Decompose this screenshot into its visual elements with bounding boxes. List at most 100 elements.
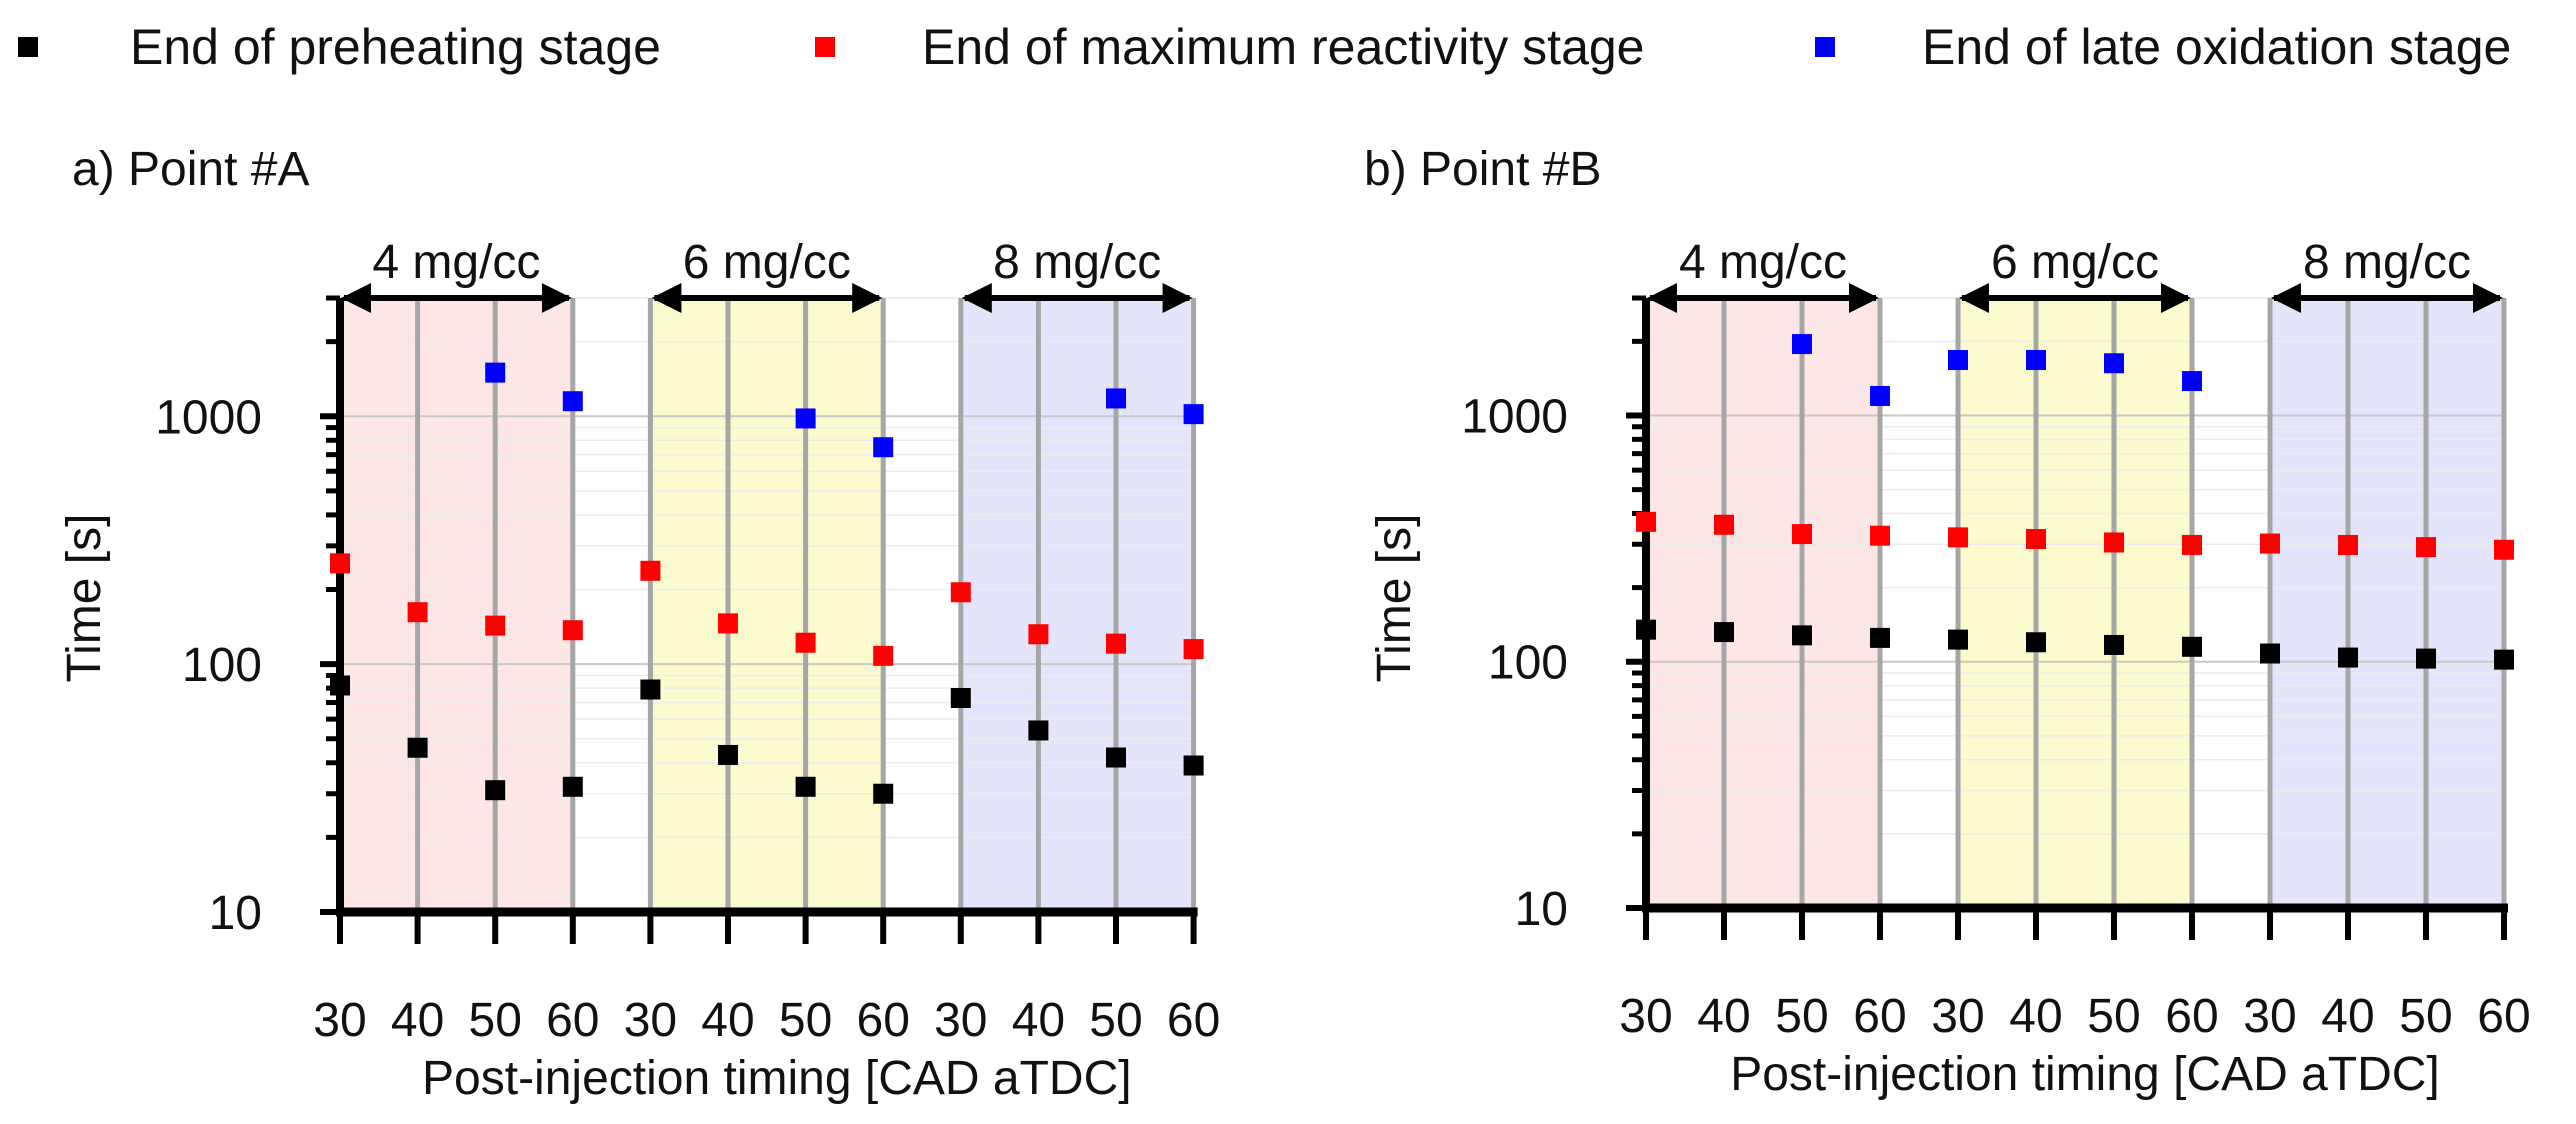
- x-tick-label: 50: [1775, 990, 1828, 1043]
- point-max-reactivity: [2416, 537, 2436, 558]
- point-preheating: [1106, 747, 1126, 768]
- data-points: [330, 362, 1204, 804]
- point-max-reactivity: [950, 582, 971, 603]
- point-late-oxidation: [1106, 388, 1126, 409]
- group-backgrounds: [1646, 298, 2504, 908]
- panel-a: a) Point #A 4 mg/cc 6 mg/cc 8 mg/cc 10 100 1…: [58, 143, 1220, 1105]
- x-tick-label: 40: [1012, 994, 1065, 1047]
- panel-b: b) Point #B 4 mg/cc 6 mg/cc 8 mg/cc 10 100 1…: [1364, 143, 2531, 1101]
- legend-marker-late-oxidation: [1815, 37, 1835, 57]
- point-max-reactivity: [562, 620, 583, 641]
- x-tick-label: 60: [857, 994, 910, 1047]
- gridlines: [1646, 297, 2504, 909]
- gridlines: [340, 297, 1194, 913]
- point-preheating: [485, 780, 506, 801]
- point-preheating: [1714, 622, 1734, 643]
- point-max-reactivity: [1948, 527, 1968, 548]
- x-axis-title: Post-injection timing [CAD aTDC]: [1730, 1048, 2440, 1101]
- x-tick-label: 30: [1619, 990, 1672, 1043]
- point-max-reactivity: [1183, 639, 1204, 660]
- x-tick-label: 30: [624, 994, 677, 1047]
- group-label: 4 mg/cc: [1679, 236, 1847, 289]
- point-preheating: [950, 688, 971, 709]
- legend-label-late-oxidation: End of late oxidation stage: [1922, 19, 2511, 75]
- point-max-reactivity: [1106, 633, 1126, 654]
- group-label: 4 mg/cc: [372, 236, 540, 289]
- point-preheating: [1183, 755, 1204, 776]
- x-tick-label: 30: [313, 994, 366, 1047]
- category-lines: [1643, 298, 2507, 908]
- group-background: [2270, 298, 2504, 908]
- group-label: 6 mg/cc: [1991, 236, 2159, 289]
- y-axis-title: Time [s]: [1368, 514, 1421, 683]
- panel-title: b) Point #B: [1364, 143, 1601, 196]
- group-arrows: 4 mg/cc 6 mg/cc 8 mg/cc: [341, 236, 1193, 313]
- point-late-oxidation: [2026, 350, 2046, 371]
- point-max-reactivity: [1714, 514, 1734, 535]
- point-max-reactivity: [1792, 524, 1812, 545]
- x-tick-label: 40: [1697, 990, 1750, 1043]
- point-max-reactivity: [2104, 532, 2124, 553]
- point-preheating: [640, 679, 661, 700]
- group-background: [960, 298, 1194, 912]
- point-late-oxidation: [1183, 404, 1204, 425]
- x-tick-label: 30: [2243, 990, 2296, 1043]
- x-tick-label: 50: [2087, 990, 2140, 1043]
- x-tick-label: 60: [2477, 990, 2530, 1043]
- point-max-reactivity: [795, 632, 816, 653]
- group-label: 6 mg/cc: [683, 236, 851, 289]
- point-late-oxidation: [485, 362, 506, 383]
- point-max-reactivity: [1636, 511, 1656, 532]
- group-label: 8 mg/cc: [993, 236, 1161, 289]
- point-late-oxidation: [2104, 353, 2124, 374]
- point-preheating: [2026, 632, 2046, 653]
- point-preheating: [795, 776, 816, 797]
- point-preheating: [562, 776, 583, 797]
- x-tick-label: 40: [2009, 990, 2062, 1043]
- x-tick-label: 60: [1167, 994, 1220, 1047]
- point-preheating: [873, 783, 894, 804]
- group-background: [340, 298, 573, 912]
- legend-label-preheating: End of preheating stage: [130, 19, 661, 75]
- legend-marker-max-reactivity: [815, 37, 835, 57]
- legend-marker-preheating: [18, 37, 38, 57]
- point-late-oxidation: [795, 408, 816, 429]
- group-background: [650, 298, 884, 912]
- point-max-reactivity: [485, 615, 506, 636]
- point-max-reactivity: [407, 602, 428, 623]
- point-late-oxidation: [2182, 371, 2202, 392]
- point-max-reactivity: [1028, 624, 1049, 645]
- y-tick-label: 10: [209, 887, 262, 940]
- point-late-oxidation: [562, 391, 583, 412]
- point-late-oxidation: [1870, 385, 1890, 406]
- point-late-oxidation: [1948, 350, 1968, 371]
- x-tick-label: 40: [391, 994, 444, 1047]
- point-late-oxidation: [873, 437, 894, 458]
- panel-title: a) Point #A: [72, 143, 309, 196]
- group-arrows: 4 mg/cc 6 mg/cc 8 mg/cc: [1647, 236, 2503, 313]
- y-tick-label: 1000: [155, 391, 262, 444]
- point-max-reactivity: [2494, 539, 2514, 560]
- point-preheating: [1870, 627, 1890, 648]
- point-preheating: [330, 675, 350, 696]
- point-max-reactivity: [330, 553, 350, 574]
- x-tick-label: 60: [2165, 990, 2218, 1043]
- x-axis-title: Post-injection timing [CAD aTDC]: [422, 1052, 1132, 1105]
- y-tick-label: 1000: [1461, 390, 1568, 443]
- axes: [1626, 295, 2508, 940]
- point-preheating: [2494, 649, 2514, 670]
- point-preheating: [1636, 619, 1656, 640]
- y-axis-title: Time [s]: [58, 514, 111, 683]
- point-max-reactivity: [2182, 534, 2202, 555]
- x-tick-label: 40: [2321, 990, 2374, 1043]
- group-background: [1646, 298, 1880, 908]
- point-preheating: [1948, 629, 1968, 650]
- y-tick-label: 10: [1515, 883, 1568, 936]
- data-points: [1636, 334, 2514, 670]
- point-preheating: [407, 737, 428, 758]
- x-tick-label: 50: [1089, 994, 1142, 1047]
- legend: End of preheating stage End of maximum r…: [18, 19, 2511, 75]
- axes: [320, 295, 1198, 944]
